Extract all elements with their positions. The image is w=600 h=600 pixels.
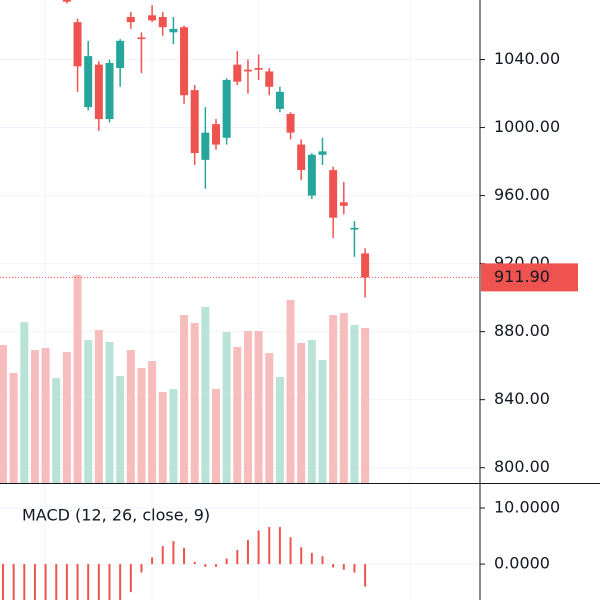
- volume-bar: [158, 392, 167, 483]
- volume-bar: [275, 377, 284, 483]
- volume-bar: [180, 315, 189, 483]
- volume-bar: [73, 275, 82, 483]
- candle-body: [126, 17, 135, 23]
- volume-bar: [350, 325, 359, 483]
- y-tick-label: 800.00: [494, 457, 550, 476]
- candle-body: [254, 68, 263, 70]
- volume-bar: [212, 389, 220, 483]
- last-price-label: 911.90: [494, 267, 550, 286]
- volume-bar: [52, 378, 61, 483]
- grid: [0, 59, 480, 565]
- y-tick-label: 880.00: [494, 321, 550, 340]
- volume-bar: [307, 340, 316, 483]
- volume-bar: [116, 376, 125, 483]
- volume-bar: [329, 315, 338, 483]
- candle-body: [158, 17, 167, 28]
- volume-bar: [105, 342, 114, 483]
- candle-body: [137, 37, 146, 40]
- candle-body: [201, 132, 210, 160]
- vertical-grid: [44, 0, 411, 600]
- last-price-badge: [481, 263, 578, 292]
- y-tick-label: 0.0000: [494, 554, 550, 573]
- volume-bar: [20, 322, 29, 483]
- y-tick-label: 10.0000: [494, 498, 560, 517]
- volume-bar: [137, 368, 146, 483]
- volume-bar: [190, 323, 199, 483]
- volume-bar: [30, 350, 39, 483]
- volume-bar: [9, 373, 18, 483]
- macd-layer: [2, 527, 367, 600]
- price-axis: 800.00840.00880.00920.00960.001000.00104…: [480, 49, 578, 573]
- candle-body: [148, 15, 157, 21]
- candle-body: [243, 69, 252, 72]
- candle-body: [361, 253, 370, 278]
- volume-bar: [243, 331, 252, 483]
- candle-body: [73, 22, 82, 67]
- price-layer: [0, 0, 480, 298]
- candle-body: [62, 0, 71, 2]
- volume-bar: [62, 352, 71, 483]
- volume-bar: [265, 353, 274, 483]
- candle-body: [307, 154, 316, 196]
- macd-label: MACD (12, 26, close, 9): [22, 506, 210, 525]
- candle-body: [169, 28, 178, 33]
- volume-bar: [222, 332, 231, 483]
- candle-body: [286, 113, 295, 133]
- volume-bar: [84, 340, 93, 483]
- volume-layer: [0, 275, 370, 483]
- candle-body: [84, 56, 93, 108]
- volume-bar: [201, 307, 210, 483]
- candle-body: [222, 79, 231, 138]
- volume-bar: [339, 313, 348, 483]
- candle-body: [318, 151, 327, 155]
- candle-body: [339, 202, 348, 206]
- y-tick-label: 1040.00: [494, 49, 560, 68]
- candle-body: [350, 227, 359, 230]
- volume-bar: [148, 361, 157, 483]
- y-tick-label: 1000.00: [494, 117, 560, 136]
- volume-bar: [94, 330, 103, 483]
- volume-bar: [169, 389, 178, 483]
- candle-body: [94, 64, 103, 120]
- volume-bar: [254, 331, 263, 483]
- volume-bar: [0, 345, 7, 483]
- candle-body: [265, 71, 274, 87]
- volume-bar: [41, 348, 50, 483]
- candle-body: [233, 64, 242, 82]
- volume-bar: [318, 360, 327, 483]
- candle-body: [105, 62, 114, 120]
- volume-bar: [361, 328, 370, 483]
- volume-bar: [286, 300, 295, 483]
- y-tick-label: 960.00: [494, 185, 550, 204]
- volume-bar: [297, 343, 306, 483]
- candle-body: [116, 40, 125, 69]
- candle-body: [212, 124, 220, 145]
- candle-body: [180, 27, 189, 96]
- volume-bar: [126, 350, 135, 483]
- candle-body: [329, 170, 338, 218]
- candle-body: [275, 91, 284, 109]
- volume-bar: [233, 347, 242, 483]
- y-tick-label: 840.00: [494, 389, 550, 408]
- candle-body: [190, 90, 199, 154]
- candle-body: [297, 144, 306, 171]
